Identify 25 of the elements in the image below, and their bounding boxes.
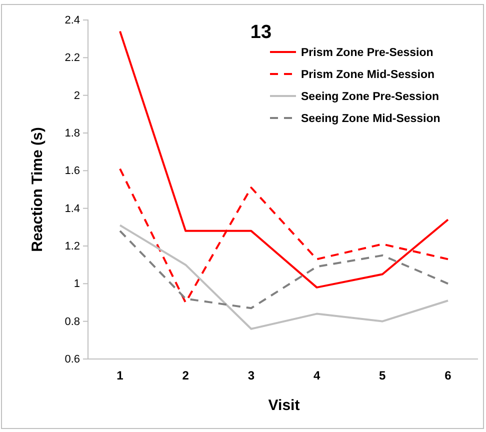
y-axis-title: Reaction Time (s) <box>29 127 46 252</box>
legend-label: Prism Zone Mid-Session <box>301 69 435 81</box>
y-tick-label: 2 <box>74 90 80 102</box>
x-tick-label: 6 <box>444 368 452 383</box>
x-tick-label: 5 <box>379 368 386 383</box>
y-tick-label: 0.6 <box>64 354 80 366</box>
y-tick-label: 1.4 <box>64 202 80 215</box>
y-tick-label: 2.4 <box>64 14 80 27</box>
legend-label: Prism Zone Pre-Session <box>301 47 434 59</box>
line-series <box>119 230 449 310</box>
x-tick-label: 4 <box>313 368 320 383</box>
y-tick-label: 1 <box>74 278 80 290</box>
y-tick-label: 1.6 <box>64 165 80 178</box>
y-tick-label: 0.8 <box>64 316 80 328</box>
x-tick-label: 3 <box>248 368 255 383</box>
chart-title: 13 <box>250 22 272 43</box>
legend-label: Seeing Zone Mid-Session <box>301 113 440 125</box>
x-tick-label: 1 <box>116 368 124 383</box>
x-axis-title: Visit <box>268 397 300 414</box>
line-series <box>119 224 449 330</box>
legend-label: Seeing Zone Pre-Session <box>301 91 440 103</box>
y-tick-label: 1.8 <box>64 128 80 140</box>
y-tick-label: 2.2 <box>64 52 80 64</box>
y-tick-label: 1.2 <box>64 240 80 253</box>
x-tick-label: 2 <box>182 368 190 383</box>
